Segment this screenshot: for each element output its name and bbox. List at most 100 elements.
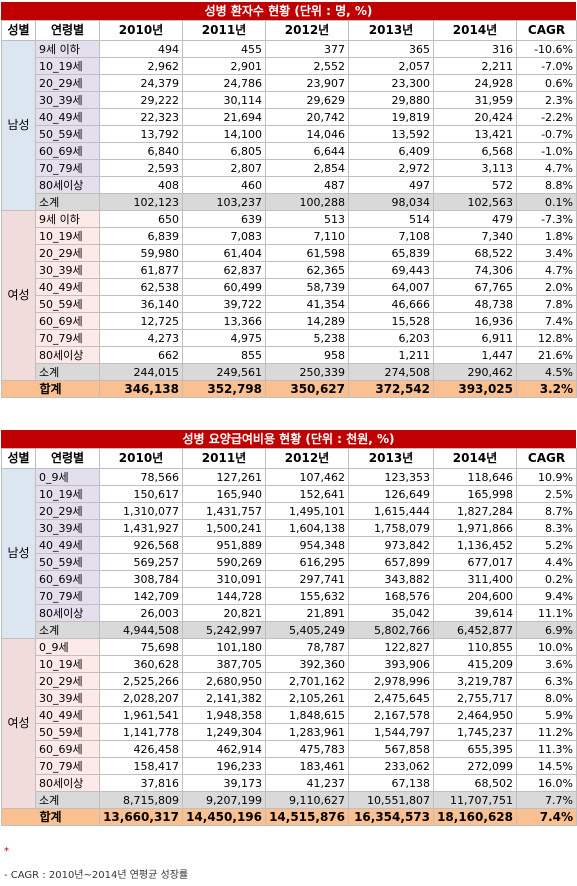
value-cell: 155,632 [265, 587, 349, 605]
age-cell: 60_69세 [35, 312, 100, 330]
age-cell: 9세 이하 [35, 40, 100, 58]
value-cell: 183,461 [265, 757, 349, 775]
data-row: 50_59세 569,257 590,269 616,295 657,899 677,01… [2, 553, 577, 571]
value-cell: 20,424 [433, 108, 517, 126]
value-cell: 68,502 [433, 774, 517, 792]
value-cell: 392,360 [265, 655, 349, 673]
value-cell: 2,552 [265, 57, 349, 75]
value-cell: 1,948,358 [182, 706, 266, 724]
value-cell: 6.3% [516, 672, 577, 690]
value-cell: 475,783 [265, 740, 349, 758]
data-row: 20_29세 2,525,266 2,680,950 2,701,162 2,978,9… [2, 672, 577, 690]
subtotal-row: 소계 102,123 103,237 100,288 98,034 102,563 0.1% [2, 193, 577, 211]
value-cell: 21.6% [516, 346, 577, 364]
table-title: 성병 환자수 현황 (단위 : 명, %) [1, 2, 576, 20]
data-row: 80세이상 408 460 487 497 572 8.8% [2, 176, 577, 194]
value-cell: 58,739 [265, 278, 349, 296]
value-cell: 1,758,079 [348, 519, 434, 537]
value-cell: 1,961,541 [99, 706, 183, 724]
subtotal-label: 소계 [35, 791, 100, 809]
value-cell: 3.4% [516, 244, 577, 262]
value-cell: 78,566 [99, 468, 183, 486]
table-block: 성병 요양급여비용 현황 (단위 : 천원, %) 성별 연령별 2010년 2011년… [1, 430, 577, 826]
total-cell: 350,627 [265, 380, 349, 398]
subtotal-cell: 4.5% [516, 363, 577, 381]
value-cell: 13,366 [182, 312, 266, 330]
value-cell: 4.7% [516, 261, 577, 279]
value-cell: 107,462 [265, 468, 349, 486]
value-cell: 2,593 [99, 159, 183, 177]
value-cell: 122,827 [348, 638, 434, 656]
subtotal-cell: 7.7% [516, 791, 577, 809]
subtotal-cell: 8,715,809 [99, 791, 183, 809]
value-cell: 11.1% [516, 604, 577, 622]
value-cell: 8.3% [516, 519, 577, 537]
value-cell: 1,447 [433, 346, 517, 364]
value-cell: 5.9% [516, 706, 577, 724]
value-cell: 14,289 [265, 312, 349, 330]
data-row: 여성 0_9세 75,698 101,180 78,787 122,827 110,855 1… [1, 638, 577, 809]
value-cell: 1,431,927 [99, 519, 183, 537]
total-cell: 352,798 [182, 380, 266, 398]
value-cell: 393,906 [348, 655, 434, 673]
data-row: 60_69세 426,458 462,914 475,783 567,858 655,39… [2, 740, 577, 758]
age-cell: 70_79세 [35, 757, 100, 775]
total-label: 합계 [1, 808, 100, 826]
value-cell: 2,854 [265, 159, 349, 177]
value-cell: 951,889 [182, 536, 266, 554]
total-cell: 7.4% [516, 808, 577, 826]
value-cell: 7.8% [516, 295, 577, 313]
value-cell: -7.3% [516, 210, 577, 228]
value-cell: -7.0% [516, 57, 577, 75]
value-cell: 31,959 [433, 91, 517, 109]
value-cell: 13,592 [348, 125, 434, 143]
value-cell: 1,827,284 [433, 502, 517, 520]
value-cell: 7,340 [433, 227, 517, 245]
value-cell: 142,709 [99, 587, 183, 605]
value-cell: 426,458 [99, 740, 183, 758]
value-cell: 2,701,162 [265, 672, 349, 690]
value-cell: 2,525,266 [99, 672, 183, 690]
data-row: 30_39세 2,028,207 2,141,382 2,105,261 2,475,6… [2, 689, 577, 707]
value-cell: 15,528 [348, 312, 434, 330]
value-cell: 662 [99, 346, 183, 364]
value-cell: 110,855 [433, 638, 517, 656]
subtotal-cell: 6,452,877 [433, 621, 517, 639]
data-row: 40_49세 22,323 21,694 20,742 19,819 20,424 -2.2… [2, 108, 577, 126]
value-cell: 67,765 [433, 278, 517, 296]
data-row: 70_79세 4,273 4,975 5,238 6,203 6,911 12.8% [2, 329, 577, 347]
value-cell: 168,576 [348, 587, 434, 605]
subtotal-cell: 290,462 [433, 363, 517, 381]
value-cell: 67,138 [348, 774, 434, 792]
value-cell: 926,568 [99, 536, 183, 554]
data-row: 50_59세 36,140 39,722 41,354 46,666 48,738 7.8% [2, 295, 577, 313]
value-cell: 10.0% [516, 638, 577, 656]
value-cell: -10.6% [516, 40, 577, 58]
subtotal-cell: 98,034 [348, 193, 434, 211]
value-cell: 61,877 [99, 261, 183, 279]
value-cell: 62,538 [99, 278, 183, 296]
value-cell: 1,544,797 [348, 723, 434, 741]
value-cell: 62,365 [265, 261, 349, 279]
subtotal-cell: 6.9% [516, 621, 577, 639]
value-cell: 2,680,950 [182, 672, 266, 690]
value-cell: 118,646 [433, 468, 517, 486]
value-cell: 37,816 [99, 774, 183, 792]
data-row: 30_39세 29,222 30,114 29,629 29,880 31,959 2.3% [2, 91, 577, 109]
value-cell: 41,354 [265, 295, 349, 313]
value-cell: 2,028,207 [99, 689, 183, 707]
value-cell: 4.4% [516, 553, 577, 571]
age-cell: 10_19세 [35, 227, 100, 245]
subtotal-cell: 11,707,751 [433, 791, 517, 809]
value-cell: 4,975 [182, 329, 266, 347]
value-cell: 377 [265, 40, 349, 58]
age-cell: 20_29세 [35, 672, 100, 690]
header-cell: CAGR [516, 20, 577, 41]
data-row: 80세이상 26,003 20,821 21,891 35,042 39,614 11.1% [2, 604, 577, 622]
age-cell: 0_9세 [35, 638, 100, 656]
total-cell: 16,354,573 [348, 808, 434, 826]
value-cell: 126,649 [348, 485, 434, 503]
data-row: 남성 0_9세 78,566 127,261 107,462 123,353 118,646… [1, 468, 577, 639]
data-row: 40_49세 926,568 951,889 954,348 973,842 1,136,… [2, 536, 577, 554]
value-cell: 6,644 [265, 142, 349, 160]
